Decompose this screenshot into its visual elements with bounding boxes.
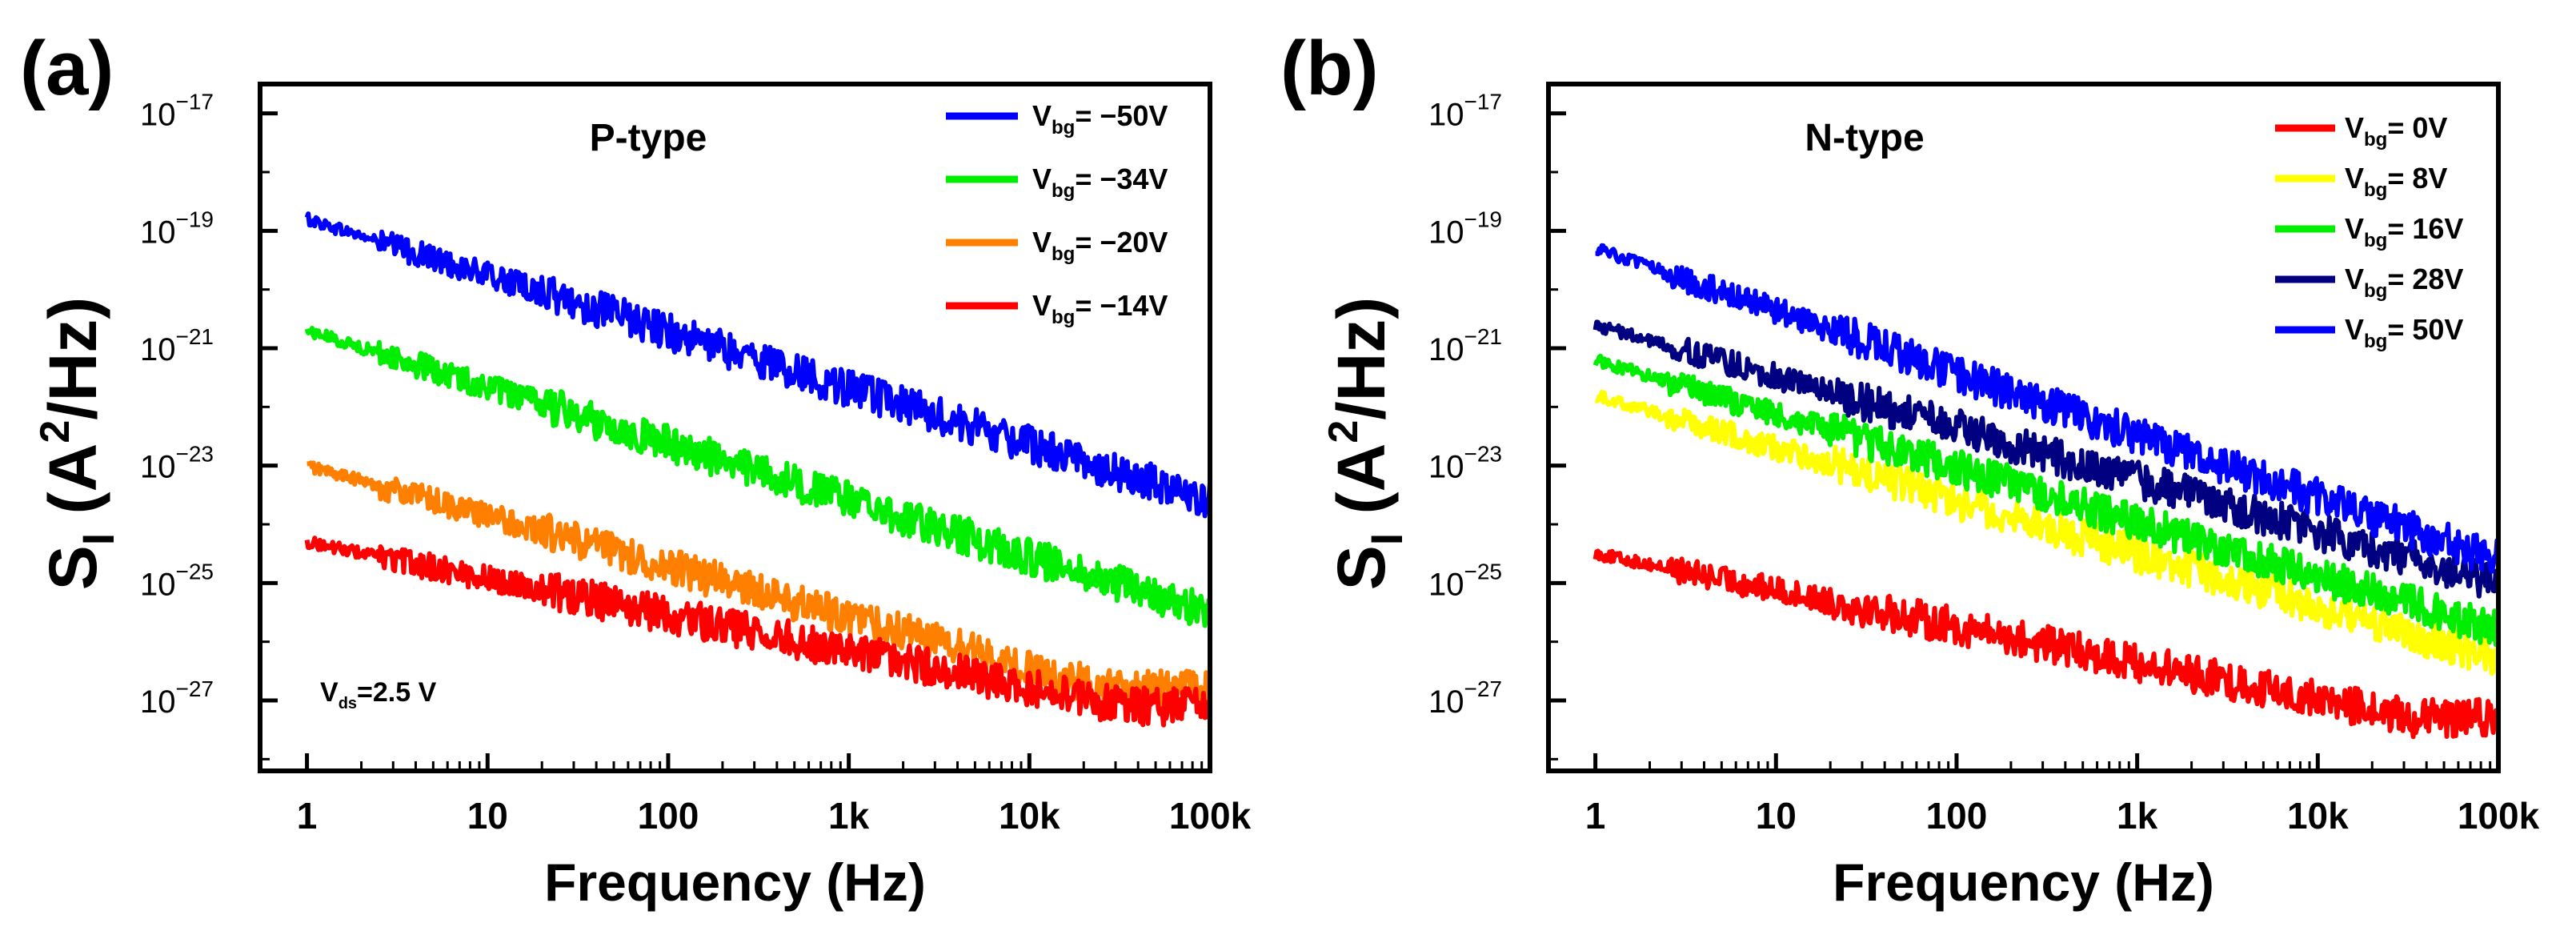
x-tick-label: 10k [2287, 795, 2349, 837]
legend-entry: Vbg= −50V [1032, 99, 1168, 138]
x-tick-label: 1 [1585, 795, 1606, 837]
legend-entry: Vbg= −34V [1032, 163, 1168, 202]
x-tick-label: 100 [1926, 795, 1988, 837]
y-tick-label: 10−23 [1428, 442, 1502, 485]
x-tick-group: 1 10 100 1k 10k 100k [1585, 753, 2540, 837]
series-line-1 [304, 211, 1212, 519]
x-tick-label: 10 [467, 795, 508, 837]
legend-entry: Vbg= −20V [1032, 226, 1168, 265]
legend-entry: Vbg= 50V [2345, 313, 2463, 352]
annotation: Vds=2.5 V [320, 677, 437, 712]
y-tick-label: 10−27 [1428, 676, 1502, 720]
x-tick-group: 1 10 100 1k 10k 100k [297, 753, 1252, 837]
y-tick-label: 10−21 [140, 324, 214, 367]
y-tick-label: 10−25 [140, 559, 214, 602]
panel-label: (b) [1280, 26, 1379, 111]
y-tick-label: 10−27 [140, 676, 214, 720]
series-line-4 [1592, 319, 2501, 599]
legend-entry: Vbg= 28V [2345, 263, 2463, 302]
y-tick-label: 10−23 [140, 442, 214, 485]
series-group [1592, 243, 2501, 740]
series-line-2 [304, 326, 1212, 628]
series-line-3 [1592, 353, 2501, 647]
x-tick-label: 100 [638, 795, 699, 837]
chart-title: P-type [590, 117, 707, 159]
plot-frame [258, 82, 1212, 773]
x-tick-label: 1 [297, 795, 318, 837]
y-tick-label: 10−17 [1428, 90, 1502, 133]
x-axis-label: Frequency (Hz) [544, 853, 926, 912]
series-line-2 [1594, 389, 2501, 679]
x-tick-label: 10k [999, 795, 1060, 837]
series-line-1 [1592, 548, 2501, 740]
y-axis-label: SI (A2/Hz) [32, 297, 123, 590]
legend-entry: Vbg= 0V [2345, 111, 2447, 150]
y-tick-label: 10−17 [140, 90, 214, 133]
panel-b: (b)1 10 100 1k 10k 100k10−1710−1910−2110−2310… [1280, 26, 2540, 912]
series-line-5 [1594, 243, 2501, 574]
panel-label: (a) [20, 26, 114, 111]
y-tick-label: 10−25 [1428, 559, 1502, 602]
y-tick-group: 10−17 10−19 10−21 10−23 10−25 10−27 [1428, 90, 1566, 760]
legend-entry: Vbg= −14V [1032, 289, 1168, 328]
series-group [304, 211, 1212, 728]
series-line-4 [304, 536, 1212, 728]
legend: Vbg= 0V Vbg= 8V Vbg= 16V Vbg= 28V Vbg= 50V [2275, 111, 2463, 352]
legend-entry: Vbg= 8V [2345, 162, 2447, 201]
x-axis-label: Frequency (Hz) [1833, 853, 2214, 912]
series-line-3 [306, 460, 1212, 710]
legend-entry: Vbg= 16V [2345, 212, 2463, 251]
y-tick-label: 10−19 [140, 207, 214, 250]
x-tick-label: 100k [2458, 795, 2540, 837]
x-tick-label: 10 [1756, 795, 1797, 837]
chart-title: N-type [1805, 117, 1924, 159]
y-tick-label: 10−21 [1428, 324, 1502, 367]
legend: Vbg= −50V Vbg= −34V Vbg= −20V Vbg= −14V [946, 99, 1168, 328]
x-tick-label: 1k [828, 795, 870, 837]
panel-a: (a)1 10 100 1k 10k 100k10−1710−1910−2110−2310… [20, 26, 1252, 912]
y-tick-group: 10−17 10−19 10−21 10−23 10−25 10−27 [140, 90, 278, 760]
x-tick-label: 100k [1169, 795, 1252, 837]
x-tick-label: 1k [2117, 795, 2158, 837]
y-axis-label: SI (A2/Hz) [1320, 297, 1412, 590]
y-tick-label: 10−19 [1428, 207, 1502, 250]
plot-frame [1546, 82, 2501, 773]
